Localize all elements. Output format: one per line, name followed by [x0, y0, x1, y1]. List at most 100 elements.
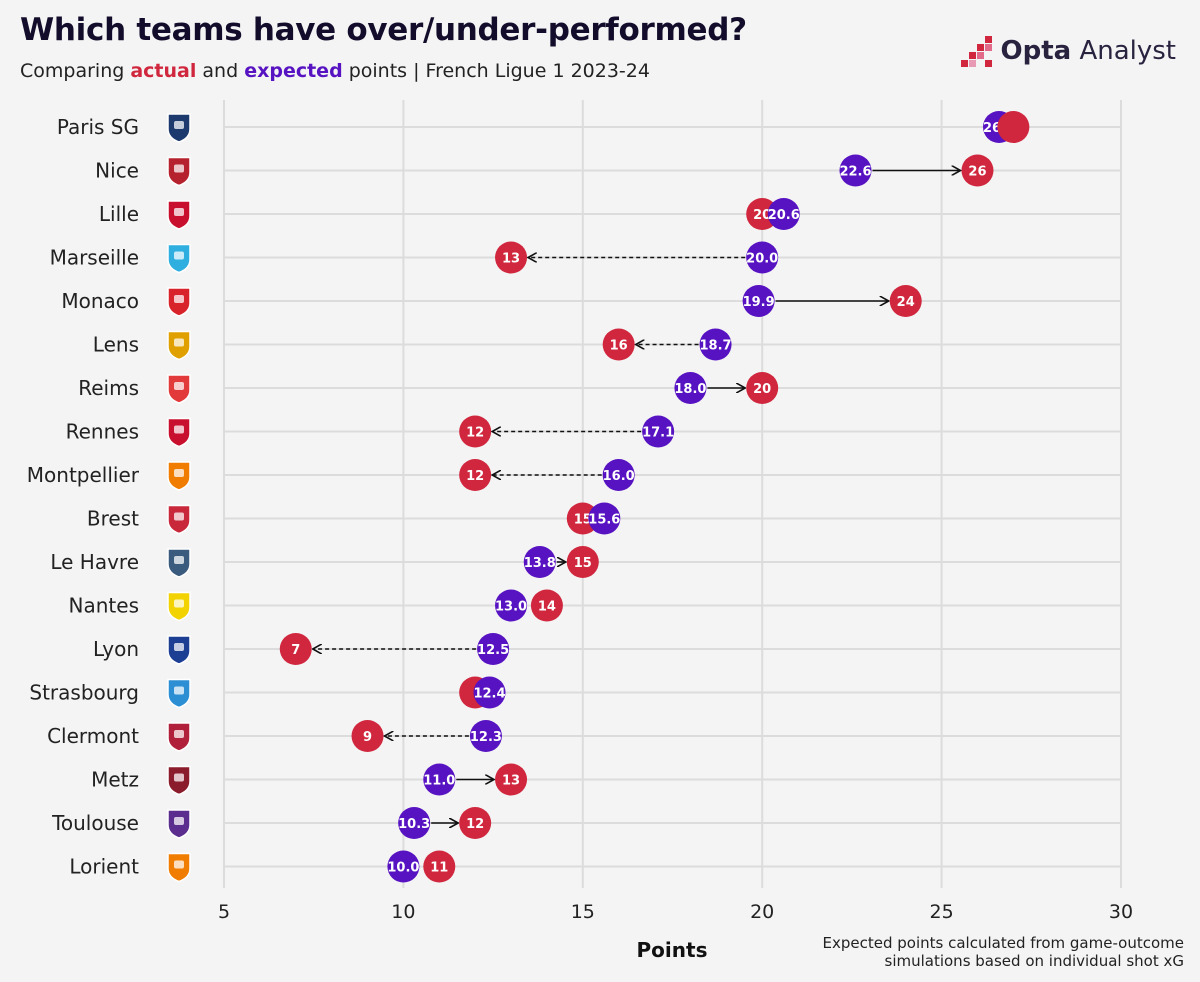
x-tick-label-15: 15	[571, 901, 595, 923]
expected-label-lorient: 10.0	[387, 861, 419, 876]
team-label-nantes: Nantes	[69, 594, 139, 618]
team-label-lens: Lens	[93, 333, 139, 357]
x-tick-label-5: 5	[218, 901, 230, 923]
expected-point-strasbourg	[473, 676, 506, 709]
actual-point-le-havre	[566, 546, 599, 578]
x-axis-label: Points	[637, 938, 708, 962]
footnote: Expected points calculated from game-out…	[823, 934, 1184, 970]
actual-label-reims: 20	[753, 382, 771, 397]
team-label-monaco: Monaco	[61, 289, 139, 313]
actual-label-brest: 15	[574, 513, 592, 528]
expected-point-nice	[839, 154, 872, 187]
actual-label-toulouse: 12	[466, 817, 484, 832]
actual-point-marseille	[495, 241, 528, 274]
team-crest-emblem-metz	[174, 773, 184, 782]
actual-label-metz: 13	[502, 774, 520, 789]
x-tick-label-30: 30	[1109, 901, 1133, 923]
team-crest-emblem-rennes	[174, 425, 184, 434]
actual-point-lens	[602, 328, 635, 361]
x-tick-label-10: 10	[391, 901, 415, 923]
subtitle-actual: actual	[130, 60, 197, 82]
footnote-line-1: Expected points calculated from game-out…	[822, 934, 1184, 952]
team-crest-emblem-reims	[174, 382, 184, 390]
actual-label-clermont: 9	[363, 730, 372, 745]
team-label-metz: Metz	[91, 768, 139, 792]
expected-label-lens: 18.7	[700, 339, 732, 354]
brand-logo: Opta Analyst	[955, 34, 1177, 68]
actual-point-nice	[961, 154, 994, 187]
actual-point-paris-sg	[997, 111, 1030, 143]
actual-point-lyon	[279, 633, 312, 665]
team-label-nice: Nice	[95, 159, 139, 183]
team-label-rennes: Rennes	[66, 420, 139, 444]
expected-point-monaco	[742, 285, 775, 317]
expected-point-lyon	[477, 633, 510, 665]
team-label-marseille: Marseille	[50, 246, 139, 270]
actual-point-toulouse	[459, 807, 492, 839]
expected-point-le-havre	[523, 546, 556, 578]
expected-label-clermont: 12.3	[470, 730, 502, 745]
subtitle-middle: and	[196, 60, 245, 82]
expected-point-lille	[767, 198, 800, 230]
expected-label-reims: 18.0	[674, 382, 706, 397]
actual-label-le-havre: 15	[574, 556, 592, 571]
expected-label-nantes: 13.0	[495, 600, 527, 615]
expected-label-nice: 22.6	[839, 165, 871, 180]
footnote-line-2: simulations based on individual shot xG	[884, 952, 1185, 970]
expected-point-toulouse	[398, 807, 431, 839]
actual-label-rennes: 12	[466, 426, 484, 441]
expected-label-strasbourg: 12.4	[473, 687, 505, 702]
actual-point-lorient	[423, 850, 456, 883]
expected-label-metz: 11.0	[423, 774, 455, 789]
expected-point-reims	[674, 372, 707, 404]
expected-label-marseille: 20.0	[746, 252, 778, 267]
actual-label-montpellier: 12	[466, 469, 484, 484]
subtitle-expected: expected	[244, 60, 343, 82]
team-label-clermont: Clermont	[47, 724, 139, 748]
actual-label-lille: 20	[753, 208, 771, 223]
team-label-lyon: Lyon	[93, 637, 139, 661]
actual-label-monaco: 24	[897, 295, 915, 310]
expected-label-brest: 15.6	[588, 513, 620, 528]
expected-point-brest	[588, 502, 621, 535]
expected-point-montpellier	[602, 459, 635, 491]
team-label-lille: Lille	[99, 202, 139, 226]
team-label-reims: Reims	[78, 376, 139, 400]
team-crest-emblem-montpellier	[174, 469, 184, 477]
actual-point-clermont	[351, 720, 384, 752]
subtitle-suffix: points | French Ligue 1 2023-24	[342, 60, 650, 82]
team-label-strasbourg: Strasbourg	[29, 681, 139, 705]
team-crest-emblem-lille	[174, 208, 184, 216]
expected-point-nantes	[495, 589, 528, 622]
team-label-lorient: Lorient	[69, 855, 139, 879]
expected-point-metz	[423, 763, 456, 796]
team-label-toulouse: Toulouse	[51, 811, 139, 835]
expected-point-lorient	[387, 850, 420, 883]
actual-label-lens: 16	[610, 339, 628, 354]
actual-point-rennes	[459, 415, 492, 448]
actual-label-marseille: 13	[502, 252, 520, 267]
expected-label-toulouse: 10.3	[398, 817, 430, 832]
team-crest-emblem-brest	[174, 512, 184, 521]
actual-point-reims	[746, 372, 779, 404]
team-crest-emblem-marseille	[174, 251, 184, 260]
team-crest-emblem-nice	[174, 164, 184, 173]
team-crest-emblem-strasbourg	[174, 686, 184, 695]
opta-logo-icon	[960, 36, 992, 67]
team-crest-emblem-le-havre	[174, 556, 184, 564]
team-crest-emblem-clermont	[174, 730, 184, 738]
expected-point-clermont	[469, 720, 502, 752]
brand-name-bold: Opta	[1000, 36, 1072, 66]
brand-name-rest: Analyst	[1071, 36, 1176, 66]
brand-name: Opta Analyst	[1001, 36, 1177, 66]
team-crest-emblem-lyon	[174, 643, 184, 651]
chart-subtitle: Comparing actual and expected points | F…	[20, 60, 650, 82]
chart-title: Which teams have over/under-performed?	[20, 12, 747, 48]
x-tick-label-25: 25	[930, 901, 954, 923]
actual-point-monaco	[889, 285, 922, 317]
x-tick-label-20: 20	[750, 901, 774, 923]
expected-point-lens	[699, 328, 732, 361]
expected-label-rennes: 17.1	[642, 426, 674, 441]
expected-point-marseille	[746, 241, 779, 274]
